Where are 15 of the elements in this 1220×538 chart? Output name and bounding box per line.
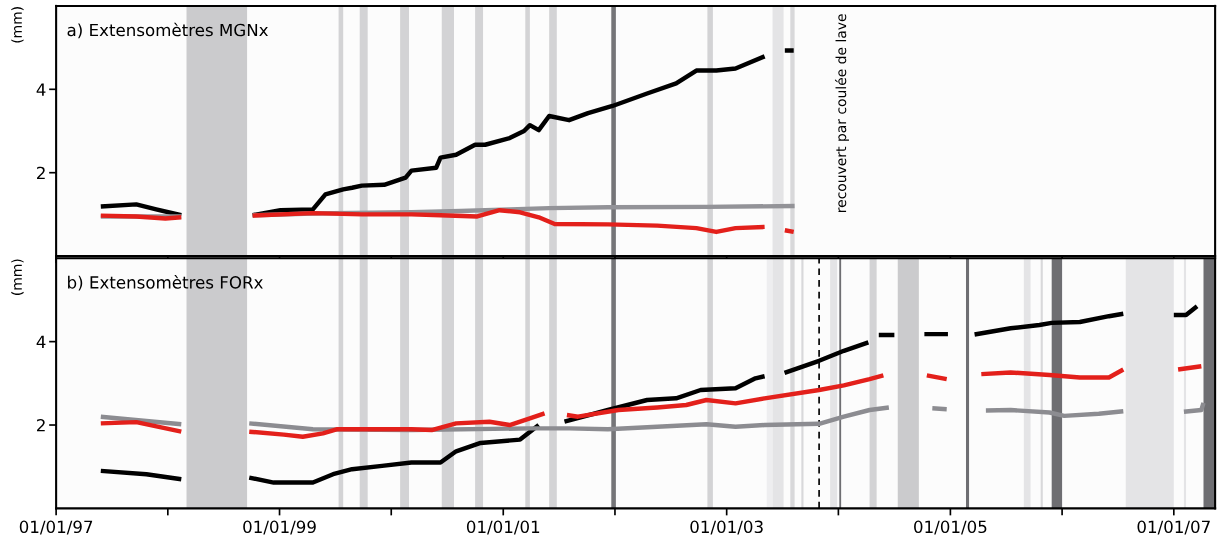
y-tick-label: 4 (36, 83, 46, 96)
text: b) Extensomètres FORx (68, 275, 263, 291)
y-tick-label: 2 (37, 166, 45, 180)
y-axis-title: (mm) (11, 259, 24, 295)
y-tick-label: 4 (36, 335, 46, 348)
x-tick-label: 01/01/03 (690, 520, 763, 535)
x-tick-label: 01/01/05 (914, 520, 987, 535)
y-axis-title: (mm) (11, 7, 24, 43)
x-tick-label: 01/01/01 (466, 520, 540, 535)
y-tick-label: 2 (37, 418, 45, 432)
text: a) Extensomètres MGNx (67, 22, 269, 39)
x-tick-label: 01/01/07 (1137, 520, 1210, 535)
annotation: recouvert par coulée de lave (834, 14, 849, 213)
x-tick-label: 01/01/97 (19, 520, 93, 535)
x-tick-label: 01/01/99 (243, 520, 316, 535)
